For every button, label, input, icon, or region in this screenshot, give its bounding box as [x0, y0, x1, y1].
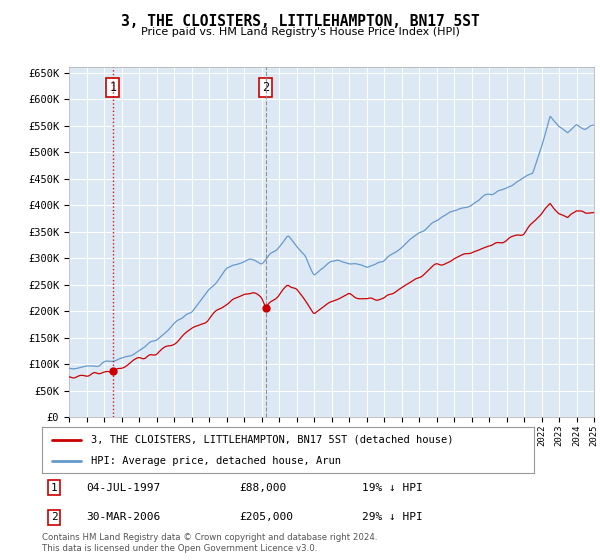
Text: 2: 2	[51, 512, 58, 522]
Text: HPI: Average price, detached house, Arun: HPI: Average price, detached house, Arun	[91, 456, 341, 466]
Text: 19% ↓ HPI: 19% ↓ HPI	[362, 483, 422, 493]
Text: 29% ↓ HPI: 29% ↓ HPI	[362, 512, 422, 522]
Text: 1: 1	[109, 81, 116, 94]
Text: 3, THE CLOISTERS, LITTLEHAMPTON, BN17 5ST (detached house): 3, THE CLOISTERS, LITTLEHAMPTON, BN17 5S…	[91, 435, 454, 445]
Text: 1: 1	[51, 483, 58, 493]
Text: 3, THE CLOISTERS, LITTLEHAMPTON, BN17 5ST: 3, THE CLOISTERS, LITTLEHAMPTON, BN17 5S…	[121, 14, 479, 29]
Text: £88,000: £88,000	[239, 483, 286, 493]
Text: 30-MAR-2006: 30-MAR-2006	[86, 512, 161, 522]
Text: Price paid vs. HM Land Registry's House Price Index (HPI): Price paid vs. HM Land Registry's House …	[140, 27, 460, 37]
Text: £205,000: £205,000	[239, 512, 293, 522]
Text: 04-JUL-1997: 04-JUL-1997	[86, 483, 161, 493]
Text: 2: 2	[262, 81, 269, 94]
Text: Contains HM Land Registry data © Crown copyright and database right 2024.
This d: Contains HM Land Registry data © Crown c…	[42, 533, 377, 553]
